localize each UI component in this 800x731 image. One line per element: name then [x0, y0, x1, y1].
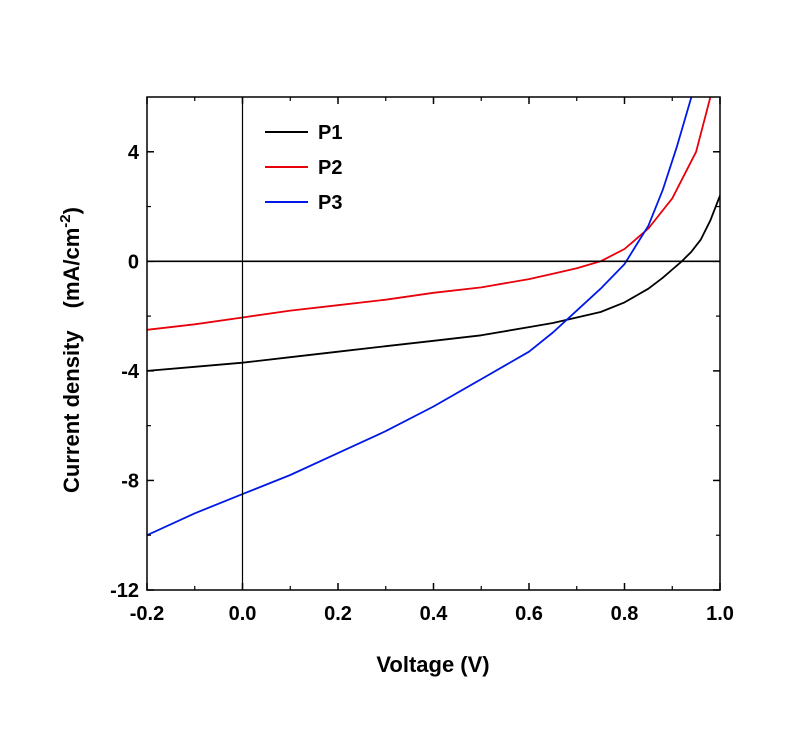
y-tick-label: -12: [110, 580, 139, 602]
y-axis-title: Current density (mA/cm-2): [57, 207, 84, 493]
x-tick-label: 0.6: [515, 603, 543, 625]
legend-label-p3: P3: [318, 192, 342, 214]
x-tick-label: 0.2: [324, 603, 352, 625]
y-axis-title-main: Current density (mA/cm: [59, 228, 84, 493]
legend-label-p2: P2: [318, 157, 342, 179]
x-tick-label: 0.4: [420, 603, 449, 625]
x-axis-title: Voltage (V): [376, 652, 489, 677]
x-tick-label: 1.0: [706, 603, 734, 625]
y-tick-label: 0: [128, 251, 139, 273]
plot-frame: [146, 96, 721, 591]
x-tick-label: 0.8: [611, 603, 639, 625]
y-tick-label: -8: [121, 470, 139, 492]
series-line-p1: [147, 194, 720, 372]
legend-label-p1: P1: [318, 122, 342, 144]
x-tick-label: 0.0: [229, 603, 257, 625]
y-axis-title-exponent: -2: [57, 214, 74, 227]
y-axis-title-close: ): [59, 207, 84, 214]
series-line-p2: [147, 97, 712, 331]
y-tick-label: 4: [128, 142, 140, 164]
series-line-p3: [147, 97, 693, 537]
x-tick-label: -0.2: [130, 603, 164, 625]
y-tick-label: -4: [121, 361, 140, 383]
